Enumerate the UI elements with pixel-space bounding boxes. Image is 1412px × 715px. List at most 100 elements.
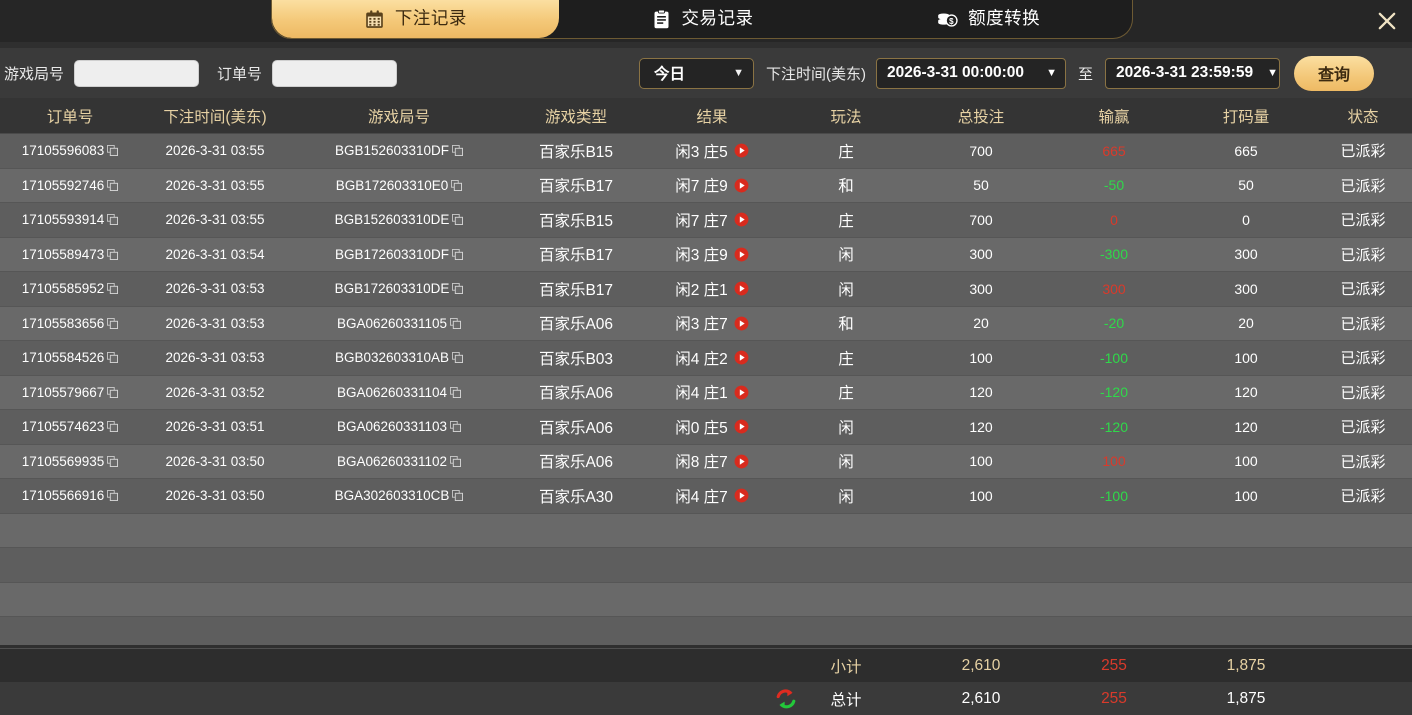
- tab-transaction-records[interactable]: 交易记录: [559, 0, 846, 38]
- table-row[interactable]: 17105584526 2026-3-31 03:53 BGB032603310AB…: [0, 341, 1412, 376]
- copy-icon[interactable]: [107, 352, 119, 364]
- cell-bet-text: 300: [969, 280, 993, 297]
- cell-turnover: 100: [1178, 341, 1314, 375]
- copy-icon[interactable]: [107, 283, 119, 295]
- copy-icon[interactable]: [450, 386, 462, 398]
- play-icon[interactable]: [734, 212, 749, 227]
- cell-status: 已派彩: [1314, 341, 1412, 375]
- copy-icon[interactable]: [107, 421, 119, 433]
- cell-turnover-text: 300: [1234, 280, 1258, 297]
- table-row[interactable]: 17105574623 2026-3-31 03:51 BGA06260331103…: [0, 410, 1412, 445]
- copy-icon[interactable]: [452, 248, 464, 260]
- column-header-order[interactable]: 订单号: [46, 108, 94, 126]
- cell-result: 闲3 庄9: [644, 238, 780, 272]
- cell-status: 已派彩: [1314, 445, 1412, 479]
- copy-icon[interactable]: [107, 386, 119, 398]
- cell-play-text: 闲: [838, 419, 854, 437]
- copy-icon[interactable]: [452, 283, 464, 295]
- cell-result: 闲3 庄5: [644, 134, 780, 168]
- column-header-status[interactable]: 状态: [1347, 108, 1379, 126]
- order-number-input[interactable]: [272, 59, 398, 87]
- copy-icon[interactable]: [450, 455, 462, 467]
- cell-round-text: BGB152603310DF: [334, 143, 450, 159]
- play-icon[interactable]: [734, 454, 749, 469]
- cell-turnover-text: 120: [1234, 418, 1258, 435]
- play-icon[interactable]: [734, 143, 749, 158]
- cell-bet: 700: [912, 203, 1050, 237]
- table-row[interactable]: 17105593914 2026-3-31 03:55 BGB152603310DE…: [0, 203, 1412, 238]
- table-row[interactable]: 17105583656 2026-3-31 03:53 BGA06260331105…: [0, 306, 1412, 341]
- tab-bet-records[interactable]: 下注记录: [272, 0, 559, 38]
- cell-status: 已派彩: [1314, 238, 1412, 272]
- play-icon[interactable]: [734, 419, 749, 434]
- copy-icon[interactable]: [452, 214, 464, 226]
- table-row[interactable]: 17105569935 2026-3-31 03:50 BGA06260331102…: [0, 444, 1412, 479]
- play-icon[interactable]: [734, 350, 749, 365]
- column-header-time[interactable]: 下注时间(美东): [163, 108, 267, 126]
- query-button[interactable]: 查询: [1294, 55, 1375, 91]
- cell-gtype-text: 百家乐B17: [538, 281, 614, 299]
- game-round-input[interactable]: [74, 59, 200, 87]
- cell-round: BGB172603310DE: [290, 272, 508, 306]
- cell-play: 闲: [780, 410, 912, 444]
- table-row[interactable]: 17105579667 2026-3-31 03:52 BGA06260331104…: [0, 375, 1412, 410]
- period-select[interactable]: 今日 ▼: [639, 57, 755, 89]
- cell-result-text: 闲0 庄5: [675, 419, 728, 437]
- table-row[interactable]: 17105592746 2026-3-31 03:55 BGB172603310E0…: [0, 168, 1412, 203]
- cell-gtype: 百家乐B17: [508, 272, 644, 306]
- play-icon[interactable]: [734, 178, 749, 193]
- cell-win: 665: [1050, 134, 1178, 168]
- copy-icon[interactable]: [452, 490, 464, 502]
- copy-icon[interactable]: [452, 352, 464, 364]
- close-button[interactable]: [1370, 4, 1404, 38]
- copy-icon[interactable]: [107, 317, 119, 329]
- play-icon[interactable]: [734, 385, 749, 400]
- copy-icon[interactable]: [450, 317, 462, 329]
- table-row[interactable]: 17105589473 2026-3-31 03:54 BGB172603310DF…: [0, 237, 1412, 272]
- cell-status-text: 已派彩: [1340, 315, 1386, 333]
- table-row[interactable]: 17105566916 2026-3-31 03:50 BGA302603310CB…: [0, 479, 1412, 514]
- copy-icon[interactable]: [107, 455, 119, 467]
- refresh-swap-icon[interactable]: [766, 688, 806, 710]
- copy-icon[interactable]: [451, 179, 463, 191]
- column-header-win[interactable]: 输赢: [1098, 108, 1130, 126]
- table-row[interactable]: 17105596083 2026-3-31 03:55 BGB152603310DF…: [0, 134, 1412, 169]
- cell-order: 17105596083: [0, 134, 140, 168]
- date-from-picker[interactable]: 2026-3-31 00:00:00 ▼: [876, 57, 1067, 89]
- column-header-turnover[interactable]: 打码量: [1222, 108, 1270, 126]
- copy-icon[interactable]: [107, 145, 119, 157]
- play-icon[interactable]: [734, 488, 749, 503]
- copy-icon[interactable]: [450, 421, 462, 433]
- play-icon[interactable]: [734, 281, 749, 296]
- column-header-round[interactable]: 游戏局号: [367, 108, 430, 126]
- cell-time-text: 2026-3-31 03:55: [165, 212, 265, 228]
- table-body[interactable]: 17105596083 2026-3-31 03:55 BGB152603310DF…: [0, 134, 1412, 645]
- table-row[interactable]: 17105585952 2026-3-31 03:53 BGB172603310DE…: [0, 272, 1412, 307]
- cell-bet: 100: [912, 479, 1050, 513]
- cell-time-text: 2026-3-31 03:53: [165, 315, 265, 331]
- column-header-play[interactable]: 玩法: [830, 108, 862, 126]
- copy-icon[interactable]: [107, 490, 119, 502]
- cell-time: 2026-3-31 03:55: [140, 203, 290, 237]
- tab-credit-transfer[interactable]: $ 额度转换: [845, 0, 1132, 38]
- column-header-bet[interactable]: 总投注: [957, 108, 1005, 126]
- cell-status-text: 已派彩: [1340, 384, 1386, 402]
- play-icon[interactable]: [734, 316, 749, 331]
- cell-gtype: 百家乐B15: [508, 203, 644, 237]
- column-header-gtype[interactable]: 游戏类型: [544, 108, 607, 126]
- total-bet: 2,610: [961, 690, 1001, 707]
- copy-icon[interactable]: [452, 145, 464, 157]
- date-to-picker[interactable]: 2026-3-31 23:59:59 ▼: [1105, 57, 1281, 89]
- cell-turnover-text: 0: [1242, 211, 1250, 228]
- column-header-result[interactable]: 结果: [696, 108, 728, 126]
- copy-icon[interactable]: [107, 179, 119, 191]
- cell-time-text: 2026-3-31 03:53: [165, 281, 265, 297]
- copy-icon[interactable]: [107, 248, 119, 260]
- cell-gtype-text: 百家乐A06: [538, 385, 614, 403]
- cell-time: 2026-3-31 03:53: [140, 341, 290, 375]
- cell-round-text: BGA06260331103: [336, 419, 448, 435]
- tab-bar: 下注记录 交易记录: [271, 0, 1133, 39]
- clipboard-icon: [651, 8, 673, 30]
- copy-icon[interactable]: [107, 214, 119, 226]
- play-icon[interactable]: [734, 247, 749, 262]
